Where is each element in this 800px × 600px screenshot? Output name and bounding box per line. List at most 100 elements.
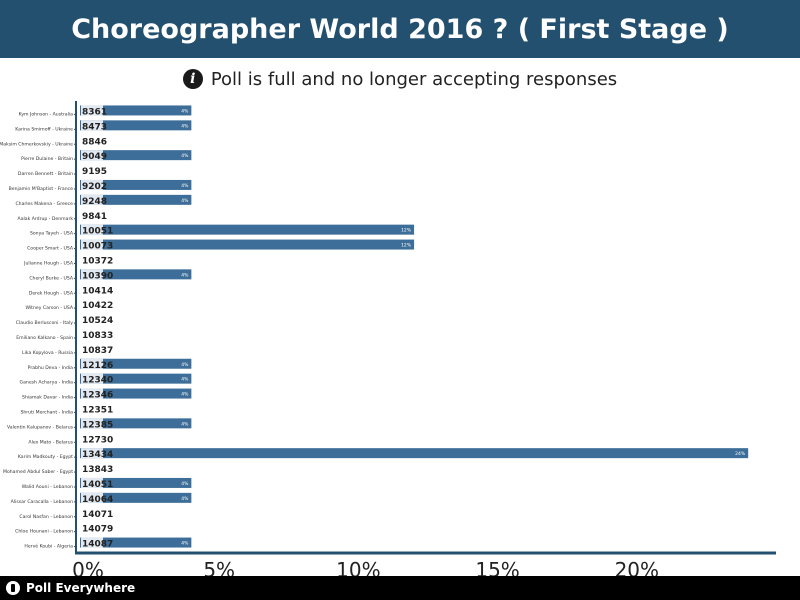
x-tick-label: 0% [72,558,104,576]
response-code-label: 9248 [82,197,107,207]
category-label: Karina Smirnoff - Ukraine [15,126,73,132]
response-code-label: 13434 [82,450,113,460]
bar [80,448,749,459]
bar [80,388,192,399]
value-label: 4% [181,392,189,398]
response-code-label: 12126 [82,361,113,371]
results-bar-chart: Kym Johnson - Australia 8361 4% Karina Smir… [0,101,776,576]
category-label: Mohamed Abdul Saber - Egypt [3,469,73,475]
value-label: 4% [181,377,189,383]
code-label-box [81,537,103,548]
x-tick-label: 10% [336,558,380,576]
value-label: 4% [181,362,189,368]
category-label: Hervé Koubi - Algeria [24,543,73,550]
code-label-box [81,120,103,131]
x-tick-label: 5% [203,558,235,576]
category-label: Charles Makena - Greece [15,201,73,207]
value-label: 4% [181,272,189,278]
value-label: 4% [181,421,189,427]
category-label: Emiliano Kalkano - Spain [16,335,73,341]
bar [80,120,192,131]
bar [80,269,192,280]
code-label-box [81,224,103,235]
bar [80,477,192,488]
response-code-label: 9202 [82,182,107,192]
poll-title-bar: Choreographer World 2016 ? ( First Stage… [0,0,800,58]
bar [80,194,192,205]
code-label-box [81,373,103,384]
category-label: Kym Johnson - Australia [19,111,74,117]
value-label: 24% [735,451,746,457]
response-code-label: 14071 [82,510,113,520]
value-label: 4% [181,496,189,502]
response-code-label: 10524 [82,316,113,326]
code-label-box [81,477,103,488]
category-label: Shiamak Davar - India [22,395,73,401]
category-label: Ganesh Acharya - India [20,380,74,386]
response-code-label: 10833 [82,331,113,341]
response-code-label: 14064 [82,495,113,505]
response-code-label: 12346 [82,391,113,401]
category-label: Carol Nasfan - Lebanon [19,514,73,520]
bar [80,373,192,384]
category-label: Lika Kopylova - Russia [22,350,73,356]
value-label: 4% [181,108,189,114]
response-code-label: 10073 [82,242,113,252]
response-code-label: 13843 [82,465,113,475]
footer-brand: Poll Everywhere [26,581,136,595]
response-code-label: 9049 [82,152,107,162]
category-label: Valentin Kalupanov - Belarus [7,424,74,430]
response-code-label: 10837 [82,346,113,356]
code-label-box [81,179,103,190]
category-label: Derek Hough - USA [29,290,74,296]
value-label: 4% [181,198,189,204]
bar [80,179,192,190]
category-label: Prabhu Deva - India [28,365,74,371]
value-label: 12% [401,228,412,234]
bar [80,150,192,161]
response-code-label: 9195 [82,167,107,177]
category-label: Darren Bennett - Britain [18,171,73,177]
category-label: Maksim Chmerkovskiy - Ukraine [0,141,73,147]
category-label: Alex Mato - Belarus [28,439,73,445]
poll-closed-notice: i Poll is full and no longer accepting r… [0,64,800,94]
response-code-label: 10422 [82,301,113,311]
category-label: Claudio Berlusconi - Italy [16,320,73,326]
x-tick-label: 20% [615,558,659,576]
response-code-label: 10051 [82,227,113,237]
response-code-label: 8473 [82,122,107,132]
response-code-label: 8361 [82,107,107,117]
code-label-box [81,388,103,399]
category-label: Benjamin M'Baptist - France [9,186,74,192]
poll-title: Choreographer World 2016 ? ( First Stage… [71,13,729,45]
bar [80,537,192,548]
bar [80,418,192,429]
bar [80,224,415,235]
value-label: 4% [181,123,189,129]
value-label: 4% [181,541,189,547]
response-code-label: 12351 [82,405,113,415]
category-label: Walid Aouni - Lebanon [22,484,73,490]
value-label: 4% [181,183,189,189]
response-code-label: 8846 [82,137,107,147]
code-label-box [81,269,103,280]
code-label-box [81,239,103,250]
code-label-box [81,105,103,116]
value-label: 4% [181,481,189,487]
category-label: Shruti Merchant - India [20,409,73,415]
poll-closed-text: Poll is full and no longer accepting res… [210,68,618,90]
response-code-label: 9841 [82,212,107,222]
response-code-label: 14079 [82,525,113,535]
bar [80,492,192,503]
code-label-box [81,150,103,161]
category-label: Chloe Hounani - Lebanon [15,529,73,535]
response-code-label: 12385 [82,420,113,430]
response-code-label: 10414 [82,286,113,296]
bar [80,358,192,369]
response-code-label: 10390 [82,271,113,281]
category-label: Aalak Ardrup - Denmark [18,216,74,222]
x-tick-label: 15% [475,558,519,576]
bar [80,105,192,116]
category-label: Julianne Hough - USA [23,260,74,266]
category-label: Pierre Dulaine - Britain [21,156,73,162]
